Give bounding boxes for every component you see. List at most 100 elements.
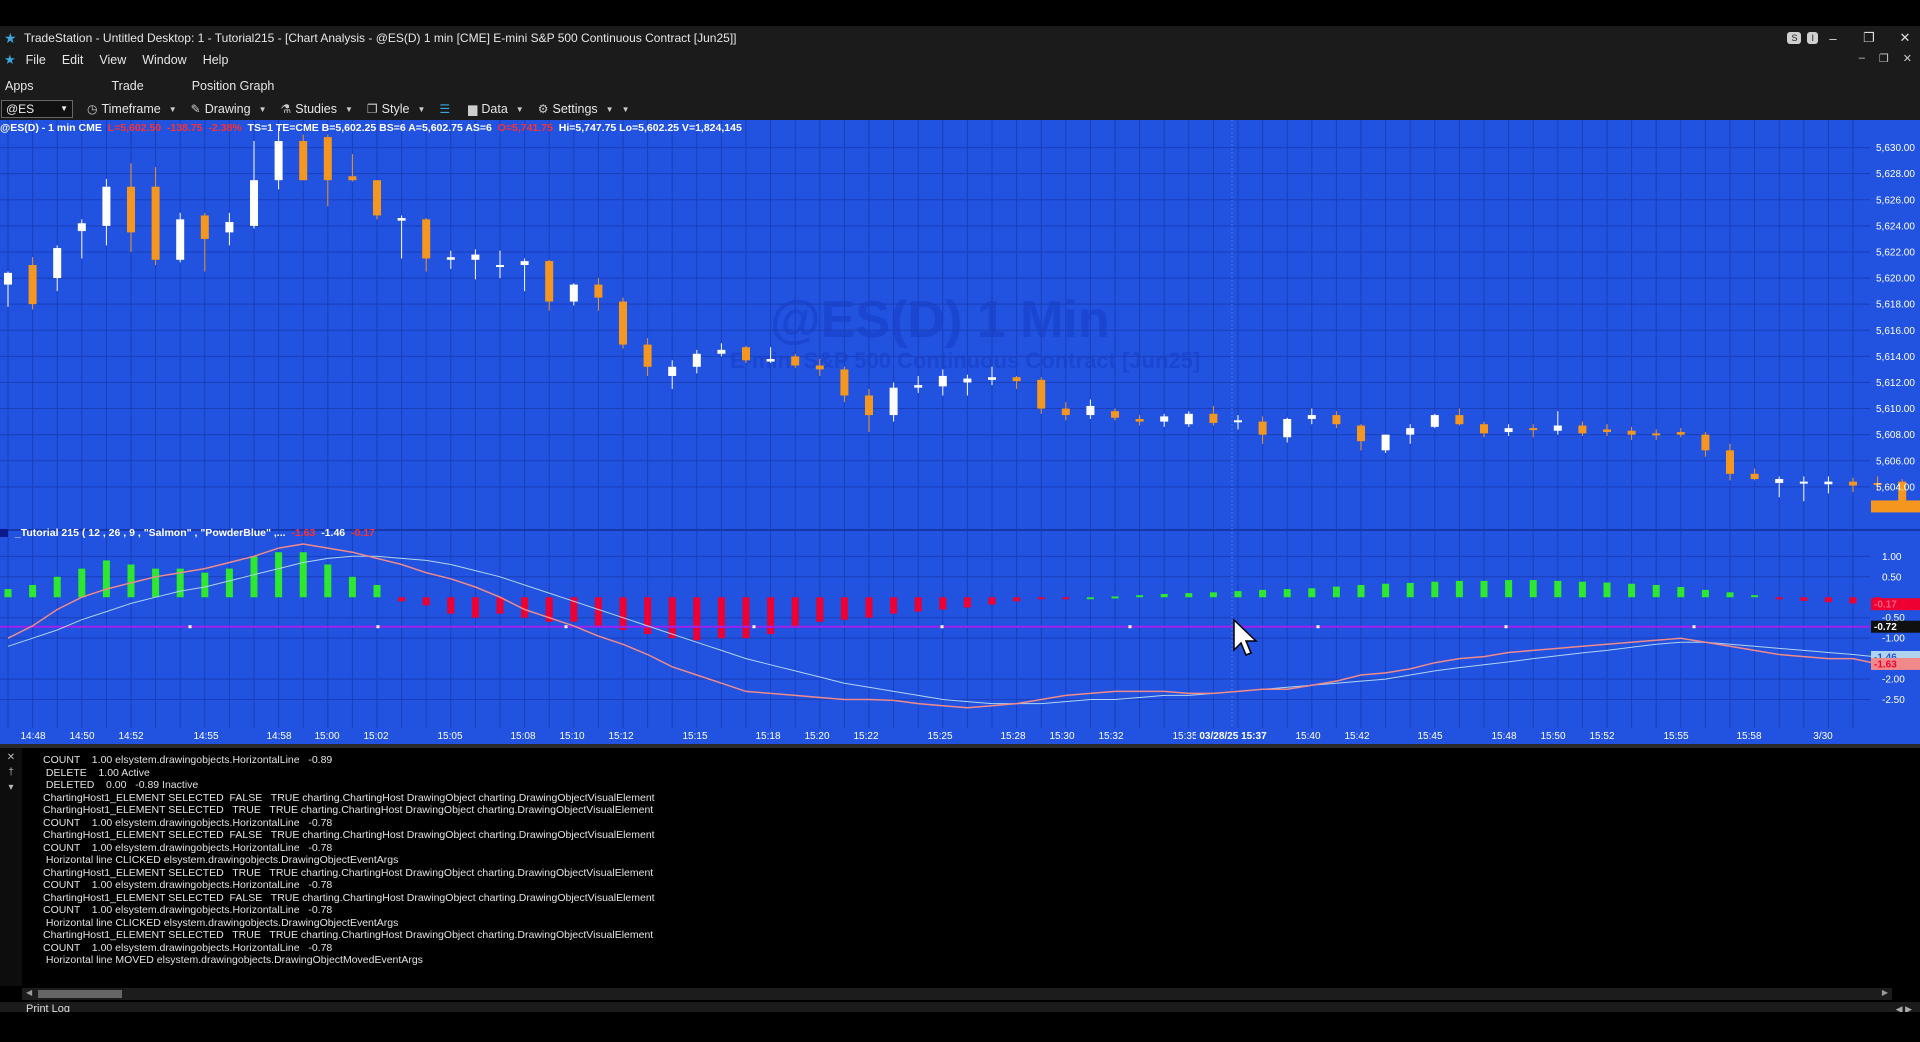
menu-file[interactable]: File [25, 53, 46, 67]
horizontal-line-handle [376, 625, 380, 629]
histogram-bar [102, 560, 110, 598]
doc-minimize-button[interactable]: – [1858, 52, 1865, 64]
price-axis-label: 5,630.00 [1876, 143, 1915, 154]
candle-body [988, 377, 996, 380]
settings-button[interactable]: ⚙ Settings ▼ ▼ [538, 102, 630, 116]
time-axis-label: 15:28 [1000, 731, 1025, 742]
minimize-button[interactable]: – [1829, 30, 1837, 46]
candle-body [1209, 413, 1218, 423]
candle-body [692, 353, 701, 367]
scroll-right-icon[interactable]: ▶ [1881, 988, 1888, 997]
histogram-bar [1234, 591, 1242, 598]
candle-body [594, 284, 603, 298]
close-icon[interactable]: ✕ [6, 752, 16, 763]
watermark-symbol: @ES(D) 1 Min [770, 291, 1110, 349]
histogram-bar [398, 597, 406, 602]
close-button[interactable]: ✕ [1899, 30, 1911, 45]
histogram-bar [127, 564, 135, 598]
indicator-value-tag: -1.63 [1874, 659, 1897, 670]
horizontal-line-handle [1316, 625, 1320, 629]
indicator-value-2: -1.46 [321, 527, 346, 539]
chart-analysis-window[interactable]: @ES(D) 1 Min E-mini S&P 500 Continuous C… [0, 120, 1920, 744]
window-title: TradeStation - Untitled Desktop: 1 - Tut… [24, 31, 737, 45]
histogram-bar [1578, 581, 1586, 598]
badge-i[interactable]: I [1807, 32, 1818, 44]
menu-window[interactable]: Window [142, 53, 187, 67]
candle-body [766, 358, 775, 362]
chart-canvas[interactable]: 5,630.00 5,628.00 5,626.00 5,624.00 5,622.00… [0, 120, 1920, 744]
style-label: Style [381, 102, 410, 116]
histogram-bar [1849, 597, 1857, 604]
chevron-down-icon: ▼ [621, 104, 630, 114]
histogram-bar [1062, 597, 1070, 600]
symbol-input[interactable]: @ES ▼ [1, 100, 73, 118]
data-button[interactable]: ▆ Data ▼ [468, 102, 524, 116]
tab-nav-arrows[interactable]: ◀ ▶ [1895, 1004, 1912, 1014]
style-icon: ❐ [366, 102, 378, 116]
layout-button[interactable]: ☰ [439, 102, 454, 116]
timeframe-button[interactable]: ◷ Timeframe ▼ [87, 102, 177, 116]
trade-tab[interactable]: Trade [111, 79, 144, 93]
candle-body [422, 219, 431, 259]
indicator-value-tag-bg [1871, 598, 1920, 611]
histogram-bar [1136, 595, 1144, 598]
status-pct: -2.38% [208, 122, 242, 134]
indicator-value-tag: -0.72 [1874, 622, 1897, 633]
menu-view[interactable]: View [99, 53, 127, 67]
position-graph-tab[interactable]: Position Graph [191, 79, 275, 93]
bar-chart-icon: ▆ [468, 102, 478, 116]
scroll-left-icon[interactable]: ◀ [26, 988, 33, 997]
histogram-bar [1603, 582, 1611, 598]
histogram-bar [1652, 584, 1660, 598]
scrollbar-thumb[interactable] [38, 990, 122, 998]
menu-edit[interactable]: Edit [61, 53, 84, 67]
histogram-bar [201, 572, 209, 598]
candle-body [1332, 415, 1341, 425]
badge-s[interactable]: S [1787, 32, 1802, 44]
menu-help[interactable]: Help [202, 53, 229, 67]
histogram-bar [1332, 586, 1340, 598]
grid-lines [0, 120, 1870, 728]
indicator-status-line[interactable]: _Tutorial 215 ( 12 , 26 , 9 , "Salmon" ,… [0, 527, 375, 539]
indicator-axis-label: -2.00 [1882, 675, 1905, 686]
log-horizontal-scrollbar[interactable]: ◀ ▶ [22, 988, 1892, 1000]
studies-button[interactable]: ⚗ Studies ▼ [281, 102, 353, 116]
menu-icon[interactable]: ▾ [8, 782, 14, 793]
candle-body [323, 137, 332, 181]
histogram-bar [890, 597, 898, 614]
candle-body [1406, 428, 1415, 435]
apps-tab[interactable]: Apps [5, 79, 34, 93]
histogram-bar [619, 597, 627, 630]
time-axis-label: 15:50 [1540, 731, 1565, 742]
histogram-bar [1406, 582, 1414, 598]
doc-close-button[interactable]: ✕ [1902, 53, 1912, 65]
histogram-bar [988, 597, 996, 605]
gear-icon: ⚙ [537, 102, 549, 116]
time-axis-label: 3/30 [1813, 731, 1833, 742]
histogram-bar [1111, 596, 1119, 599]
histogram-bar [521, 597, 529, 618]
pin-icon[interactable]: † [8, 767, 14, 778]
time-axis-label: 15:15 [682, 731, 707, 742]
candle-body [1529, 428, 1538, 431]
candle-body [1603, 429, 1611, 433]
horizontal-line-handle [752, 625, 756, 629]
symbol-dropdown-icon[interactable]: ▼ [60, 104, 68, 113]
candle-body [938, 375, 947, 387]
candle-body [545, 261, 554, 302]
histogram-bar [1800, 597, 1808, 601]
restore-button[interactable]: ❐ [1863, 30, 1875, 45]
doc-restore-button[interactable]: ❐ [1878, 53, 1889, 65]
candle-body [250, 180, 258, 226]
histogram-bar [1259, 589, 1267, 598]
candle-body [1898, 481, 1907, 507]
candle-body [1849, 481, 1857, 486]
price-axis-label: 5,612.00 [1876, 378, 1915, 389]
drawing-button[interactable]: ✎ Drawing ▼ [191, 102, 267, 116]
candle-body [53, 248, 62, 279]
window-controls: S I – ❐ ✕ [1787, 26, 1914, 50]
time-axis-label: 15:00 [314, 731, 339, 742]
price-axis: 5,630.00 5,628.00 5,626.00 5,624.00 5,622.00… [1874, 143, 1915, 513]
chevron-down-icon: ▼ [168, 104, 177, 114]
style-button[interactable]: ❐ Style ▼ [367, 102, 425, 116]
